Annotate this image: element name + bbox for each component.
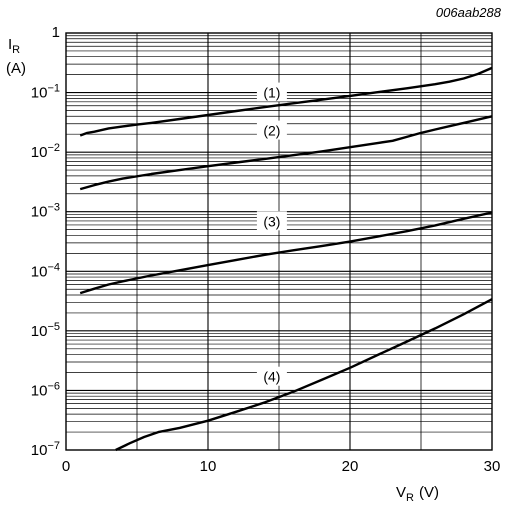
figure-code: 006aab288 [436,5,502,20]
y-tick-label: 1 [52,24,60,41]
curve-label-4: (4) [263,369,280,385]
series-lines [79,66,493,452]
series-line-1 [79,66,493,137]
y-tick-label: 10−2 [31,142,60,161]
curve-label-bg [256,366,287,386]
x-tick-label: 20 [342,458,359,475]
x-axis-label-main: V [396,484,406,501]
y-axis-label-sub: R [12,44,20,56]
grid [66,33,492,450]
x-tick-label: 10 [200,458,217,475]
y-tick-label: 10−6 [31,380,60,399]
curve-label-bg [256,120,287,140]
curve-label-bg [256,211,287,231]
series-line-4 [115,298,493,452]
series-line-2 [79,115,493,191]
tick-labels: 0 10 20 30 1 10−1 10−2 10−3 10−4 10−5 10−6 10−7 [31,24,501,475]
y-tick-label: 10−4 [31,261,60,280]
y-tick-label: 10−7 [31,440,60,459]
series-line-3 [79,211,493,295]
curve-label-1: (1) [263,85,280,101]
curve-label-2: (2) [263,123,280,139]
plot-border [65,32,493,451]
x-axis-label-sub: R [406,492,414,504]
x-tick-label: 0 [62,458,70,475]
y-tick-label: 10−3 [31,202,60,221]
x-axis-label-unit: (V) [419,484,439,501]
curve-labels: (1) (2) (3) (4) [256,82,287,386]
x-axis-label: VR (V) [396,484,439,504]
curve-label-bg [256,82,287,102]
plot-frame [65,32,493,451]
y-axis-label: IR [8,36,20,56]
y-axis-label-main: I [8,36,12,53]
y-axis-unit: (A) [6,60,26,77]
y-tick-label: 10−1 [31,83,60,102]
y-tick-label: 10−5 [31,321,60,340]
curve-label-3: (3) [263,213,280,229]
x-tick-label: 30 [484,458,501,475]
